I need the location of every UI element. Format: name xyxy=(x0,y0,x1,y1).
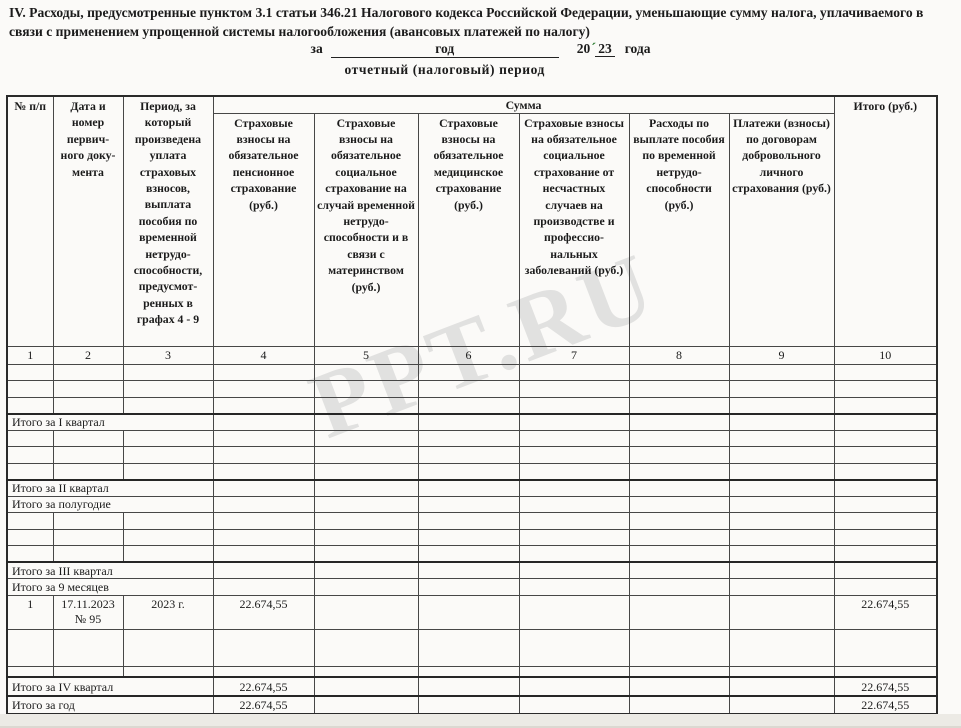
year-value: 23 xyxy=(595,41,615,57)
empty-row xyxy=(6,665,938,678)
total-label: Итого за I квартал xyxy=(6,412,214,431)
period-blank: год отчетный (налоговый) период xyxy=(330,41,559,77)
header-pension-contributions: Страховые взносы на обязательное пенсион… xyxy=(212,112,315,347)
doc-date-number-cell: 17.11.2023 № 95 xyxy=(52,594,124,630)
total-row-q1: Итого за I квартал xyxy=(6,412,938,431)
empty-row xyxy=(6,528,938,546)
amount-cell: 22.674,55 xyxy=(833,695,938,715)
total-row-year: Итого за год 22.674,55 22.674,55 xyxy=(6,695,938,715)
header-voluntary-insurance-payments: Платежи (взносы) по договорам добровольн… xyxy=(728,112,835,347)
period-caption: отчетный (налоговый) период xyxy=(344,62,545,77)
amount-cell: 22.674,55 xyxy=(212,676,315,697)
header-summa-group: Сумма xyxy=(212,95,835,114)
table-body: Итого за I квартал Итого за II квартал И… xyxy=(6,363,938,715)
empty-row xyxy=(6,628,938,667)
total-row-q4: Итого за IV квартал 22.674,55 22.674,55 xyxy=(6,676,938,697)
period-cell: 2023 г. xyxy=(122,594,214,630)
period-value: год xyxy=(330,41,559,58)
col-number: 9 xyxy=(728,345,835,365)
entry-row-1: 1 17.11.2023 № 95 2023 г. 22.674,55 22.6… xyxy=(6,594,938,630)
column-numbers-row: 1 2 3 4 5 6 7 8 9 10 xyxy=(6,345,938,365)
empty-row xyxy=(6,429,938,447)
amount-cell xyxy=(212,478,315,497)
empty-row xyxy=(6,380,938,398)
total-row-9months: Итого за 9 месяцев xyxy=(6,578,938,596)
row-number-cell: 1 xyxy=(6,594,54,630)
header-itogo: Итого (руб.) xyxy=(833,95,938,347)
header-disability-benefit-expenses: Расходы по выплате пособия по временной … xyxy=(628,112,730,347)
total-row-q2: Итого за II квартал xyxy=(6,478,938,497)
amount-cell: 22.674,55 xyxy=(833,676,938,697)
expenses-table: № п/п Дата и номер первич-ного доку-мент… xyxy=(6,95,939,715)
amount-cell xyxy=(833,495,938,513)
total-label: Итого за III квартал xyxy=(6,561,214,579)
col-number: 3 xyxy=(122,345,214,365)
col-number: 1 xyxy=(6,345,54,365)
amount-cell xyxy=(833,478,938,497)
amount-cell xyxy=(212,412,315,431)
empty-row xyxy=(6,396,938,414)
amount-cell xyxy=(212,495,315,513)
header-social-disability-maternity: Страховые взносы на обязательное социаль… xyxy=(313,112,419,347)
amount-cell xyxy=(833,412,938,431)
amount-cell xyxy=(212,578,315,596)
col-number: 2 xyxy=(52,345,124,365)
col-number: 10 xyxy=(833,345,938,365)
amount-cell xyxy=(833,578,938,596)
total-row-q3: Итого за III квартал xyxy=(6,561,938,579)
year-goda-label: года xyxy=(624,41,651,56)
period-year: 20´ 23 года xyxy=(576,41,651,57)
col-number: 5 xyxy=(313,345,419,365)
amount-cell: 22.674,55 xyxy=(212,695,315,715)
amount-cell xyxy=(833,561,938,579)
col-number: 6 xyxy=(417,345,520,365)
table-header: № п/п Дата и номер первич-ного доку-мент… xyxy=(6,95,938,365)
header-row-number: № п/п xyxy=(6,95,54,347)
empty-row xyxy=(6,446,938,464)
empty-row xyxy=(6,545,938,563)
amount-cell xyxy=(212,561,315,579)
total-row-halfyear: Итого за полугодие xyxy=(6,495,938,513)
total-label: Итого за 9 месяцев xyxy=(6,578,214,596)
period-line: за год отчетный (налоговый) период 20´ 23… xyxy=(0,41,961,77)
col-number: 8 xyxy=(628,345,730,365)
header-medical-insurance: Страховые взносы на обязательное медицин… xyxy=(417,112,520,347)
header-doc-date-number: Дата и номер первич-ного доку-мента xyxy=(52,95,124,347)
total-label: Итого за II квартал xyxy=(6,478,214,497)
period-za-label: за xyxy=(310,41,323,56)
empty-row xyxy=(6,363,938,381)
header-accident-insurance: Страховые взносы на обязательное социаль… xyxy=(518,112,630,347)
total-label: Итого за полугодие xyxy=(6,495,214,513)
year-century: 20 xyxy=(576,41,591,56)
check-tick-icon: ´ xyxy=(591,41,597,57)
amount-cell: 22.674,55 xyxy=(212,594,315,630)
empty-row xyxy=(6,462,938,480)
total-label: Итого за год xyxy=(6,695,214,715)
total-label: Итого за IV квартал xyxy=(6,676,214,697)
col-number: 4 xyxy=(212,345,315,365)
col-number: 7 xyxy=(518,345,630,365)
form-section-title: IV. Расходы, предусмотренные пунктом 3.1… xyxy=(9,5,924,39)
header-period: Период, за который произведена уплата ст… xyxy=(122,95,214,347)
empty-row xyxy=(6,512,938,530)
amount-cell: 22.674,55 xyxy=(833,594,938,630)
